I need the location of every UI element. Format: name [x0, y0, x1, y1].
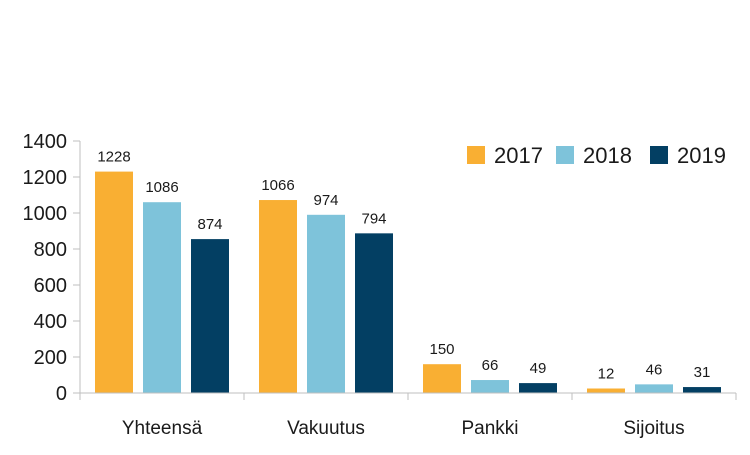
data-label-sijoitus-2018: 46	[646, 361, 663, 378]
legend-label-2017: 2017	[494, 143, 543, 168]
data-label-vakuutus-2019: 794	[361, 210, 386, 227]
bar-yhteensä-2018	[143, 202, 181, 393]
y-tick-label-1000: 1000	[23, 203, 68, 225]
y-tick-label-400: 400	[34, 311, 67, 333]
legend-swatch-2017	[467, 146, 485, 164]
y-tick-label-800: 800	[34, 239, 67, 261]
bar-vakuutus-2019	[355, 233, 393, 393]
y-tick-label-1400: 1400	[23, 131, 68, 153]
legend-swatch-2018	[556, 146, 574, 164]
data-label-vakuutus-2017: 1066	[261, 177, 294, 194]
legend-swatch-2019	[650, 146, 668, 164]
bar-pankki-2017	[423, 364, 461, 393]
y-tick-label-200: 200	[34, 347, 67, 369]
data-label-vakuutus-2018: 974	[313, 192, 338, 209]
bar-sijoitus-2017	[587, 388, 625, 393]
x-tick-label-yhteensä: Yhteensä	[122, 418, 203, 439]
data-label-pankki-2019: 49	[530, 360, 547, 377]
y-axis: 0 200 400 600 800 1000 1200 1400	[23, 131, 81, 405]
x-tick-label-pankki: Pankki	[461, 418, 518, 439]
data-label-sijoitus-2017: 12	[598, 366, 615, 383]
x-axis: Yhteensä Vakuutus Pankki Sijoitus	[79, 392, 737, 439]
data-label-pankki-2018: 66	[482, 357, 499, 374]
data-label-yhteensä-2019: 874	[197, 216, 222, 233]
bar-pankki-2019	[519, 383, 557, 393]
bar-vakuutus-2017	[259, 200, 297, 393]
data-label-yhteensä-2017: 1228	[97, 149, 130, 166]
bar-vakuutus-2018	[307, 214, 345, 393]
legend: 2017 2018 2019	[467, 143, 726, 168]
y-tick-label-0: 0	[56, 383, 67, 405]
x-tick-label-sijoitus: Sijoitus	[623, 418, 684, 439]
y-tick-label-600: 600	[34, 275, 67, 297]
legend-label-2018: 2018	[583, 143, 632, 168]
bar-yhteensä-2019	[191, 239, 229, 393]
bar-yhteensä-2017	[95, 171, 133, 393]
x-tick-label-vakuutus: Vakuutus	[287, 418, 365, 439]
legend-label-2019: 2019	[677, 143, 726, 168]
data-labels: 1228 1086 874 1066 974 794 150 66 49 12 46 31	[97, 149, 710, 383]
bar-sijoitus-2018	[635, 384, 673, 393]
y-tick-label-1200: 1200	[23, 167, 68, 189]
data-label-pankki-2017: 150	[429, 341, 454, 358]
data-label-sijoitus-2019: 31	[694, 364, 711, 381]
bars	[95, 171, 721, 393]
bar-sijoitus-2019	[683, 387, 721, 393]
data-label-yhteensä-2018: 1086	[145, 179, 178, 196]
bar-pankki-2018	[471, 380, 509, 393]
